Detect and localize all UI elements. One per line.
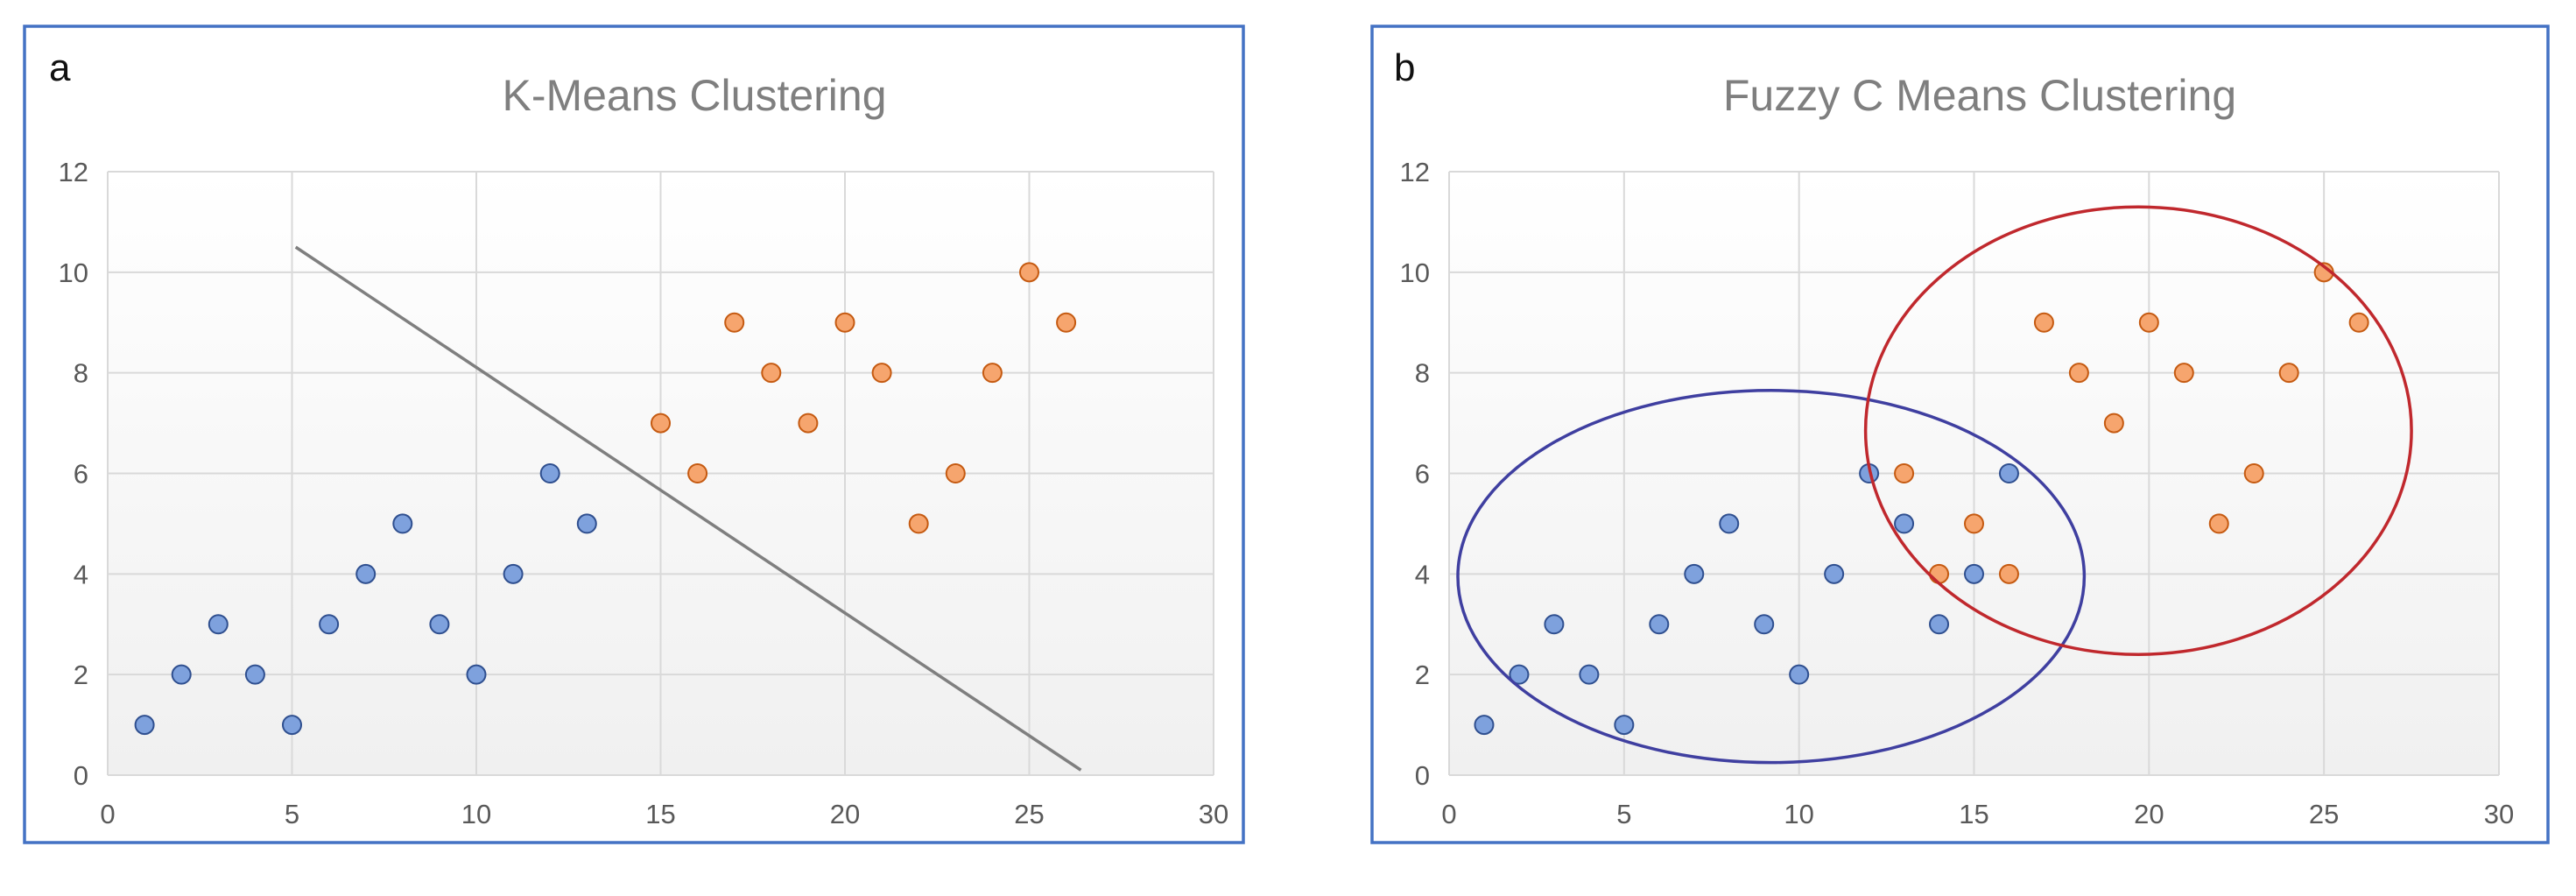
x-tick-label: 30 xyxy=(1199,799,1228,829)
data-point-series-1 xyxy=(1998,463,2019,483)
panel-label: b xyxy=(1394,46,1415,89)
chart-panel-b: b Fuzzy C Means Clustering 0 2 4 6 8 10 12 0 5 10 15… xyxy=(1370,25,2550,844)
panel-label: a xyxy=(49,46,71,89)
data-point-series-1 xyxy=(392,513,413,534)
y-tick-label: 6 xyxy=(74,459,88,490)
data-point-series-2 xyxy=(761,363,782,384)
data-point-series-1 xyxy=(319,614,340,635)
chart-panel-a: a K-Means Clustering 0 2 4 6 8 10 12 0 5 10 15 20 25 30 xyxy=(23,25,1245,844)
data-point-series-1 xyxy=(466,664,487,685)
data-point-series-2 xyxy=(2208,513,2229,534)
y-tick-label: 12 xyxy=(1400,157,1430,187)
cluster-divider-line xyxy=(294,245,1082,772)
data-point-series-2 xyxy=(982,363,1003,384)
y-tick-label: 4 xyxy=(74,559,88,589)
data-point-series-1 xyxy=(1719,513,1740,534)
chart-title: K-Means Clustering xyxy=(502,71,886,120)
data-point-series-2 xyxy=(2243,463,2264,483)
y-tick-label: 12 xyxy=(59,157,88,187)
y-tick-label: 0 xyxy=(1415,760,1430,791)
x-tick-label: 0 xyxy=(1441,799,1456,829)
data-point-series-2 xyxy=(2138,312,2159,333)
y-tick-label: 10 xyxy=(1400,258,1430,288)
data-point-series-1 xyxy=(134,715,155,736)
data-point-series-1 xyxy=(244,664,265,685)
data-point-series-1 xyxy=(1929,614,1950,635)
x-tick-label: 10 xyxy=(461,799,491,829)
data-point-series-1 xyxy=(1544,614,1565,635)
data-point-series-2 xyxy=(945,463,966,483)
y-tick-label: 8 xyxy=(74,358,88,389)
y-tick-label: 6 xyxy=(1415,459,1430,490)
y-tick-label: 2 xyxy=(1415,660,1430,690)
x-tick-label: 15 xyxy=(645,799,675,829)
x-tick-label: 25 xyxy=(2309,799,2339,829)
data-point-series-1 xyxy=(1824,563,1845,584)
data-point-series-2 xyxy=(1929,563,1950,584)
data-point-series-2 xyxy=(2033,312,2054,333)
data-point-series-2 xyxy=(1998,563,2019,584)
x-tick-label: 10 xyxy=(1784,799,1813,829)
y-tick-label: 4 xyxy=(1415,559,1430,589)
data-point-series-1 xyxy=(1754,614,1775,635)
data-point-series-2 xyxy=(2278,363,2299,384)
data-point-series-1 xyxy=(1474,715,1495,736)
x-tick-label: 25 xyxy=(1014,799,1044,829)
data-point-series-1 xyxy=(1614,715,1635,736)
x-tick-label: 15 xyxy=(1959,799,1988,829)
data-point-series-1 xyxy=(171,664,192,685)
data-point-series-1 xyxy=(208,614,229,635)
x-tick-label: 5 xyxy=(1616,799,1631,829)
data-point-series-2 xyxy=(1056,312,1077,333)
data-point-series-2 xyxy=(687,463,708,483)
data-point-series-2 xyxy=(651,413,671,434)
data-point-series-1 xyxy=(1964,563,1984,584)
data-point-series-1 xyxy=(282,715,302,736)
y-tick-label: 10 xyxy=(59,258,88,288)
x-tick-label: 20 xyxy=(830,799,860,829)
x-tick-label: 30 xyxy=(2484,799,2514,829)
data-point-series-2 xyxy=(2173,363,2194,384)
x-tick-label: 20 xyxy=(2134,799,2164,829)
data-point-series-1 xyxy=(429,614,450,635)
data-point-series-1 xyxy=(1789,664,1810,685)
data-point-series-2 xyxy=(1894,463,1915,483)
data-point-series-2 xyxy=(2103,413,2124,434)
data-point-series-1 xyxy=(576,513,597,534)
data-point-series-2 xyxy=(1964,513,1984,534)
y-tick-label: 2 xyxy=(74,660,88,690)
data-point-series-2 xyxy=(2348,312,2369,333)
data-point-series-1 xyxy=(503,563,524,584)
y-tick-label: 8 xyxy=(1415,358,1430,389)
x-tick-label: 5 xyxy=(285,799,299,829)
data-point-series-2 xyxy=(834,312,855,333)
data-point-series-1 xyxy=(1894,513,1915,534)
data-point-series-2 xyxy=(908,513,929,534)
data-point-series-2 xyxy=(1019,262,1039,283)
cluster-ellipse-2 xyxy=(1863,205,2413,656)
data-point-series-2 xyxy=(871,363,892,384)
data-point-series-1 xyxy=(1684,563,1705,584)
data-point-series-2 xyxy=(798,413,819,434)
x-tick-label: 0 xyxy=(100,799,115,829)
data-point-series-1 xyxy=(539,463,560,483)
data-point-series-1 xyxy=(1509,664,1530,685)
chart-title: Fuzzy C Means Clustering xyxy=(1723,71,2236,120)
data-point-series-2 xyxy=(2068,363,2089,384)
data-point-series-1 xyxy=(355,563,377,584)
data-point-series-2 xyxy=(724,312,745,333)
data-point-series-1 xyxy=(1579,664,1600,685)
y-tick-label: 0 xyxy=(74,760,88,791)
cluster-ellipse-1 xyxy=(1456,389,2087,765)
data-point-series-1 xyxy=(1649,614,1670,635)
